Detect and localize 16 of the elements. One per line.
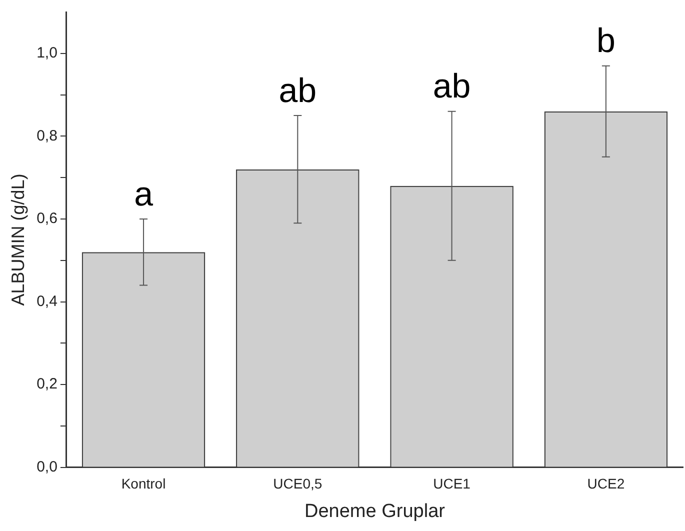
annotation: a <box>134 175 154 214</box>
x-axis-title: Deneme Gruplar <box>304 500 446 522</box>
y-tick-label: 0,0 <box>36 458 58 476</box>
annotation: b <box>596 22 616 60</box>
x-tick-label: UCE0,5 <box>273 476 322 492</box>
y-tick-label: 0,2 <box>36 376 58 393</box>
x-tick-label: UCE2 <box>587 476 625 492</box>
y-tick-label: 0,6 <box>36 210 58 228</box>
x-tick-label: Kontrol <box>121 476 166 492</box>
annotation: ab <box>278 72 317 110</box>
y-tick-label: 0,8 <box>36 127 58 144</box>
x-tick-label: UCE1 <box>433 476 471 492</box>
y-tick-label: 0,4 <box>36 292 58 310</box>
y-tick-label: 1,0 <box>36 44 58 62</box>
annotation: ab <box>432 68 471 106</box>
y-axis-title: ALBUMIN (g/dL) <box>8 174 28 306</box>
